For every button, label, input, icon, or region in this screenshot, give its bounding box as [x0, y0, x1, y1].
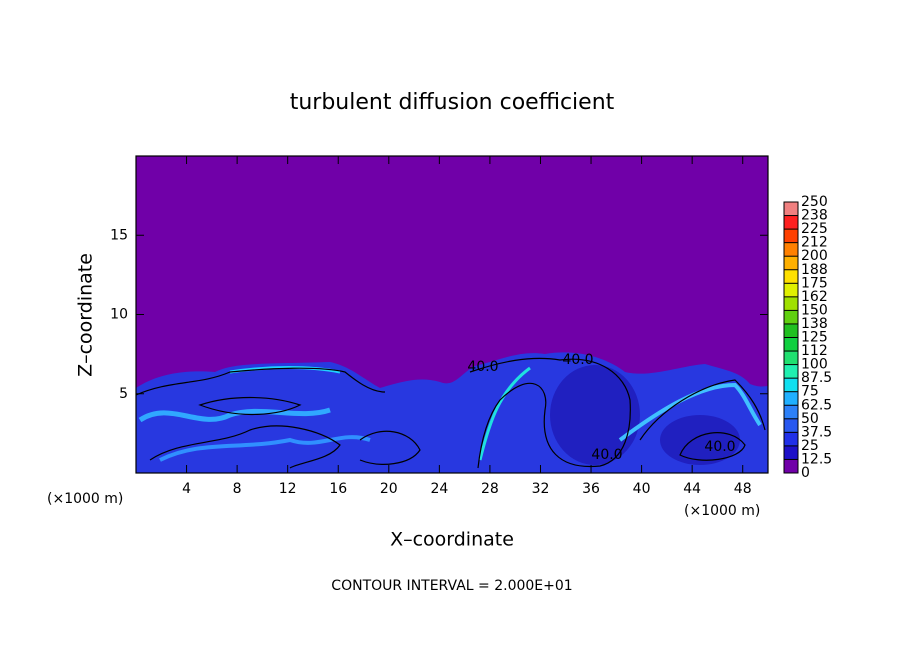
- colorbar-band: [784, 391, 798, 406]
- colorbar-band: [784, 323, 798, 338]
- colorbar-tick-label: 200: [801, 248, 828, 264]
- colorbar-band: [784, 283, 798, 297]
- colorbar-tick-label: 125: [801, 330, 828, 346]
- x-tick-label: 36: [582, 481, 600, 497]
- colorbar-tick-label: 175: [801, 275, 828, 291]
- x-tick-label: 20: [380, 481, 398, 497]
- colorbar-tick-label: 12.5: [801, 451, 832, 467]
- colorbar-tick-label: 250: [801, 194, 828, 210]
- colorbar-band: [784, 445, 798, 460]
- colorbar-tick-label: 50: [801, 411, 819, 427]
- x-axis-label: X–coordinate: [390, 529, 514, 551]
- colorbar-tick-label: 238: [801, 208, 828, 224]
- footer-note: CONTOUR INTERVAL = 2.000E+01: [331, 578, 572, 594]
- colorbar-tick-label: 62.5: [801, 397, 832, 413]
- contour-line: [639, 379, 766, 441]
- colorbar-tick-label: 212: [801, 235, 828, 251]
- colorbar-tick-label: 112: [801, 343, 828, 359]
- field-streak: [138, 407, 331, 423]
- colorbar-band: [784, 364, 798, 379]
- contour-label: 40.0: [704, 439, 735, 455]
- y-tick-label: 10: [110, 307, 128, 323]
- colorbar-band: [784, 459, 798, 473]
- colorbar-tick-label: 188: [801, 262, 828, 278]
- chart-title: turbulent diffusion coefficient: [290, 90, 615, 115]
- x-tick-label: 4: [182, 481, 191, 497]
- colorbar-band: [784, 229, 798, 243]
- contour-line: [198, 396, 302, 416]
- colorbar-tick-label: 0: [801, 465, 810, 481]
- contour-label: 40.0: [467, 359, 498, 375]
- field-streak: [618, 382, 762, 442]
- contour-line: [359, 430, 421, 465]
- contour-label: 40.0: [562, 352, 593, 368]
- contour-line: [135, 367, 386, 396]
- colorbar-tick-label: 25: [801, 438, 819, 454]
- x-unit-label: (×1000 m): [684, 503, 760, 519]
- x-tick-label: 12: [279, 481, 297, 497]
- y-axis-label: Z–coordinate: [75, 253, 97, 377]
- colorbar-tick-label: 138: [801, 316, 828, 332]
- colorbar-tick-label: 162: [801, 289, 828, 305]
- colorbar-tick-label: 37.5: [801, 424, 832, 440]
- colorbar-band: [784, 310, 798, 324]
- colorbar-tick-label: 75: [801, 384, 819, 400]
- x-tick-label: 48: [734, 481, 752, 497]
- x-tick-label: 24: [430, 481, 448, 497]
- colorbar-band: [784, 215, 798, 230]
- colorbar-band: [784, 337, 798, 352]
- colorbar-band: [784, 405, 798, 419]
- colorbar-band: [784, 378, 798, 392]
- y-tick-label: 5: [119, 386, 128, 402]
- x-unit-label: (×1000 m): [47, 491, 123, 507]
- x-tick-label: 8: [233, 481, 242, 497]
- colorbar-tick-label: 87.5: [801, 370, 832, 386]
- x-tick-label: 40: [633, 481, 651, 497]
- field-streak: [478, 366, 531, 461]
- x-tick-label: 28: [481, 481, 499, 497]
- colorbar-band: [784, 256, 798, 270]
- field: 40.0 40.0 40.0 40.0: [135, 156, 768, 473]
- contour-line: [679, 432, 746, 461]
- colorbar-tick-label: 100: [801, 357, 828, 373]
- field-streak: [159, 435, 371, 462]
- y-tick-label: 15: [110, 227, 128, 243]
- contour-line: [469, 357, 631, 469]
- field-core: [550, 365, 640, 465]
- contour-label: 40.0: [591, 447, 622, 463]
- field-core: [660, 415, 740, 465]
- colorbar-band: [784, 242, 798, 257]
- colorbar-band: [784, 269, 798, 284]
- x-tick-label: 16: [329, 481, 347, 497]
- contour-line: [149, 425, 341, 469]
- colorbar-band: [784, 296, 798, 311]
- x-tick-label: 32: [532, 481, 550, 497]
- colorbar-tick-label: 150: [801, 302, 828, 318]
- colorbar-band: [784, 351, 798, 365]
- colorbar-band: [784, 202, 798, 216]
- x-tick-label: 44: [683, 481, 701, 497]
- colorbar-band: [784, 432, 798, 446]
- colorbar-tick-label: 225: [801, 221, 828, 237]
- colorbar-band: [784, 418, 798, 433]
